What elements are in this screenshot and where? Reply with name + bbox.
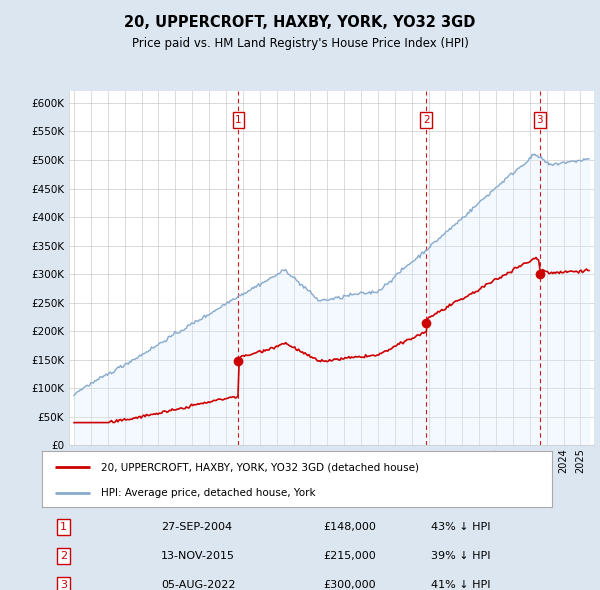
- Text: 05-AUG-2022: 05-AUG-2022: [161, 581, 235, 590]
- Text: 39% ↓ HPI: 39% ↓ HPI: [431, 551, 490, 561]
- Text: 2: 2: [423, 115, 430, 125]
- Text: £215,000: £215,000: [323, 551, 376, 561]
- Text: 41% ↓ HPI: 41% ↓ HPI: [431, 581, 490, 590]
- Text: 3: 3: [536, 115, 543, 125]
- Text: 43% ↓ HPI: 43% ↓ HPI: [431, 522, 490, 532]
- Text: 1: 1: [235, 115, 242, 125]
- Text: HPI: Average price, detached house, York: HPI: Average price, detached house, York: [101, 489, 315, 499]
- Text: £148,000: £148,000: [323, 522, 376, 532]
- Text: 13-NOV-2015: 13-NOV-2015: [161, 551, 235, 561]
- Text: £300,000: £300,000: [323, 581, 376, 590]
- Text: 20, UPPERCROFT, HAXBY, YORK, YO32 3GD: 20, UPPERCROFT, HAXBY, YORK, YO32 3GD: [124, 15, 476, 30]
- Text: 3: 3: [60, 581, 67, 590]
- Text: 27-SEP-2004: 27-SEP-2004: [161, 522, 232, 532]
- Text: 1: 1: [60, 522, 67, 532]
- Text: 2: 2: [60, 551, 67, 561]
- Text: 20, UPPERCROFT, HAXBY, YORK, YO32 3GD (detached house): 20, UPPERCROFT, HAXBY, YORK, YO32 3GD (d…: [101, 462, 419, 472]
- Text: Price paid vs. HM Land Registry's House Price Index (HPI): Price paid vs. HM Land Registry's House …: [131, 37, 469, 50]
